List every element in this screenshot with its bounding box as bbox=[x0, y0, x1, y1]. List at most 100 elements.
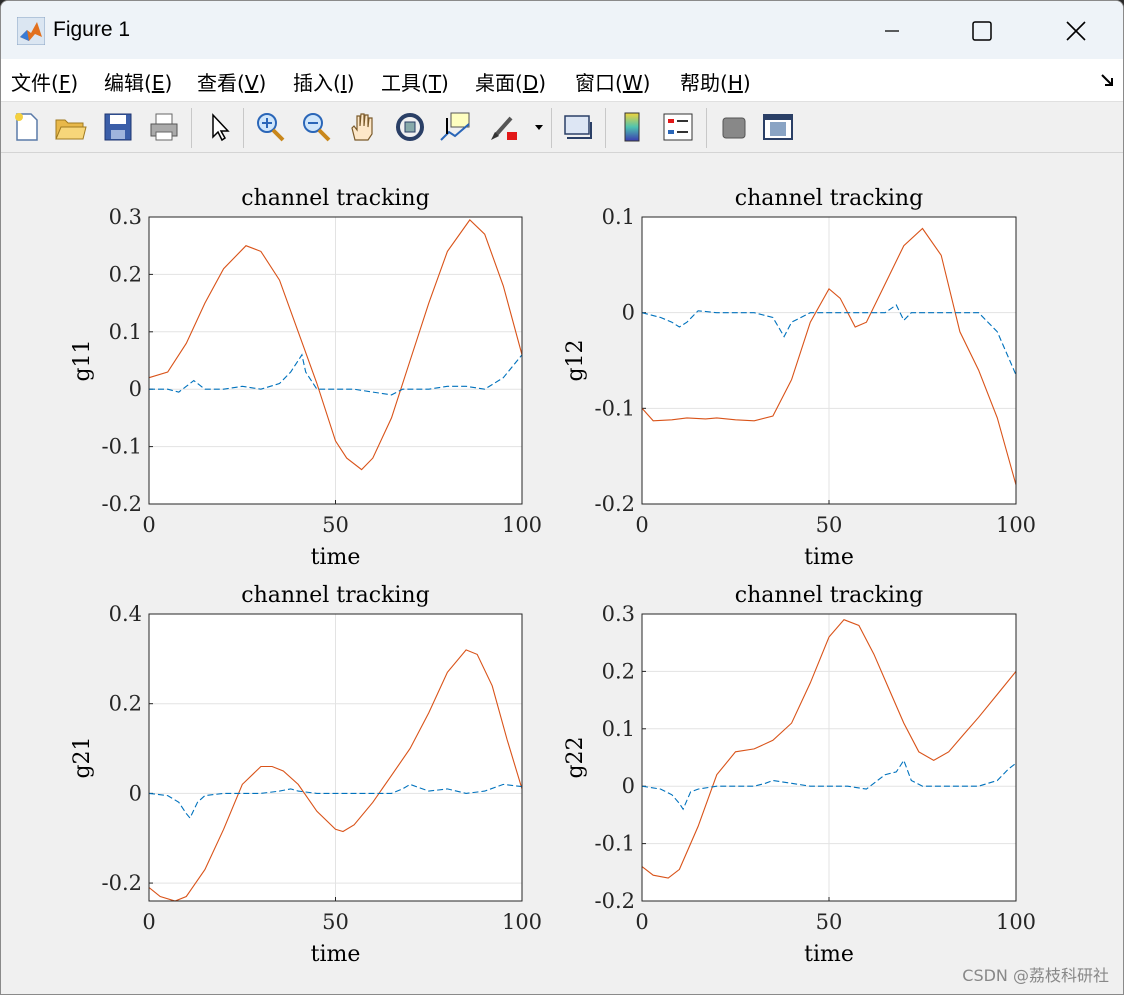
minimize-button[interactable] bbox=[869, 11, 915, 51]
menu-window[interactable]: 窗口(W) bbox=[575, 71, 651, 95]
menu-file[interactable]: 文件(F) bbox=[11, 71, 79, 95]
x-tick-label: 0 bbox=[635, 910, 648, 934]
show-plot-tools-icon[interactable] bbox=[761, 110, 795, 144]
legend-icon[interactable] bbox=[661, 110, 695, 144]
maximize-icon bbox=[972, 21, 992, 41]
solid-series-line bbox=[148, 219, 523, 471]
data-cursor-icon[interactable] bbox=[439, 110, 473, 144]
axes-frame bbox=[641, 216, 1017, 505]
x-axis-label: time bbox=[311, 942, 361, 967]
subplot-grid: 0 50 100 -0.2 -0.1 0 0.1 0.2 0.3 channel tracking… bbox=[70, 186, 1036, 967]
pan-hand-icon[interactable] bbox=[346, 110, 380, 144]
subplot-g12: 0 50 100 -0.2 -0.1 0 0.1 channel tracking time g1… bbox=[563, 186, 1036, 570]
new-file-icon[interactable] bbox=[9, 110, 43, 144]
save-icon[interactable] bbox=[101, 110, 135, 144]
print-icon[interactable] bbox=[147, 110, 181, 144]
menu-desktop[interactable]: 桌面(D) bbox=[475, 71, 547, 95]
y-axis-label: g12 bbox=[563, 339, 588, 381]
y-tick-label: 0.4 bbox=[109, 602, 142, 626]
dashed-series-line bbox=[641, 304, 1017, 376]
subplot-title: channel tracking bbox=[735, 583, 923, 608]
x-axis-label: time bbox=[804, 942, 854, 967]
menu-insert[interactable]: 插入(I) bbox=[293, 71, 355, 95]
x-tick-label: 50 bbox=[816, 513, 843, 537]
x-tick-label: 50 bbox=[816, 910, 843, 934]
subplot-title: channel tracking bbox=[735, 186, 923, 211]
y-tick-label: 0.2 bbox=[109, 262, 142, 286]
subplot-g21: 0 50 100 -0.2 0 0.2 0.4 channel tracking time g21 bbox=[70, 583, 542, 967]
y-tick-label: 0.2 bbox=[109, 692, 142, 716]
pointer-icon[interactable] bbox=[203, 110, 237, 144]
menu-bar: 文件(F) 编辑(E) 查看(V) 插入(I) 工具(T) 桌面(D) 窗口(W… bbox=[1, 59, 1123, 102]
dashed-series-line bbox=[149, 353, 523, 396]
subplot-title: channel tracking bbox=[241, 583, 429, 608]
toolbar-separator bbox=[605, 108, 606, 148]
y-tick-label: 0 bbox=[622, 301, 635, 325]
x-tick-label: 50 bbox=[322, 513, 349, 537]
colorbar-icon[interactable] bbox=[615, 110, 649, 144]
x-tick-label: 0 bbox=[142, 910, 155, 934]
toolbar-separator bbox=[551, 108, 552, 148]
figure-canvas: 0 50 100 -0.2 -0.1 0 0.1 0.2 0.3 channel tracking… bbox=[1, 153, 1123, 994]
close-icon bbox=[1066, 21, 1086, 41]
menu-edit[interactable]: 编辑(E) bbox=[104, 71, 173, 95]
dashed-series-line bbox=[148, 783, 523, 820]
y-tick-label: 0.1 bbox=[109, 320, 142, 344]
y-tick-label: -0.2 bbox=[595, 492, 636, 516]
x-axis-label: time bbox=[804, 545, 854, 570]
y-tick-label: -0.1 bbox=[595, 832, 636, 856]
subplot-title: channel tracking bbox=[241, 186, 429, 211]
y-tick-label: 0.1 bbox=[602, 205, 635, 229]
brush-dropdown-icon[interactable] bbox=[534, 124, 544, 132]
subplot-g22: 0 50 100 -0.2 -0.1 0 0.1 0.2 0.3 channel tracking… bbox=[563, 583, 1036, 967]
y-tick-label: 0 bbox=[129, 781, 142, 805]
open-folder-icon[interactable] bbox=[53, 110, 87, 144]
toolbar-separator bbox=[706, 108, 707, 148]
minimize-icon bbox=[885, 30, 899, 32]
y-tick-label: 0.3 bbox=[109, 205, 142, 229]
toolbar-separator bbox=[243, 108, 244, 148]
y-tick-label: -0.2 bbox=[595, 889, 636, 913]
solid-series-line bbox=[641, 227, 1017, 486]
x-tick-label: 0 bbox=[635, 513, 648, 537]
zoom-in-icon[interactable] bbox=[253, 110, 287, 144]
y-tick-label: 0 bbox=[129, 377, 142, 401]
zoom-out-icon[interactable] bbox=[299, 110, 333, 144]
y-axis-label: g21 bbox=[70, 736, 95, 778]
y-tick-label: -0.2 bbox=[102, 492, 143, 516]
menu-help[interactable]: 帮助(H) bbox=[680, 71, 751, 95]
axes-frame bbox=[148, 216, 523, 505]
window-title: Figure 1 bbox=[53, 18, 131, 41]
dock-arrow-icon[interactable] bbox=[1099, 72, 1115, 88]
solid-series-line bbox=[641, 619, 1017, 879]
x-tick-label: 100 bbox=[996, 910, 1036, 934]
title-bar: Figure 1 bbox=[1, 1, 1123, 59]
axes-frame bbox=[641, 613, 1017, 902]
toolbar bbox=[1, 102, 1123, 153]
solid-series-line bbox=[148, 649, 523, 902]
toolbar-separator bbox=[191, 108, 192, 148]
matlab-icon bbox=[17, 17, 45, 45]
x-tick-label: 100 bbox=[996, 513, 1036, 537]
y-tick-label: 0.3 bbox=[602, 602, 635, 626]
dashed-series-line bbox=[641, 759, 1017, 811]
hide-plot-tools-icon[interactable] bbox=[717, 110, 751, 144]
x-tick-label: 100 bbox=[502, 910, 542, 934]
menu-view[interactable]: 查看(V) bbox=[197, 71, 267, 95]
menu-tools[interactable]: 工具(T) bbox=[381, 71, 449, 95]
brush-icon[interactable] bbox=[487, 110, 521, 144]
rotate-3d-icon[interactable] bbox=[393, 110, 427, 144]
y-tick-label: -0.2 bbox=[102, 871, 143, 895]
axes-frame bbox=[148, 613, 523, 902]
y-tick-label: -0.1 bbox=[102, 435, 143, 459]
link-plot-icon[interactable] bbox=[561, 110, 595, 144]
x-tick-label: 100 bbox=[502, 513, 542, 537]
y-tick-label: 0.1 bbox=[602, 717, 635, 741]
y-axis-label: g11 bbox=[70, 339, 95, 381]
close-button[interactable] bbox=[1053, 11, 1099, 51]
maximize-button[interactable] bbox=[959, 11, 1005, 51]
y-tick-label: 0 bbox=[622, 774, 635, 798]
x-tick-label: 0 bbox=[142, 513, 155, 537]
y-tick-label: 0.2 bbox=[602, 659, 635, 683]
